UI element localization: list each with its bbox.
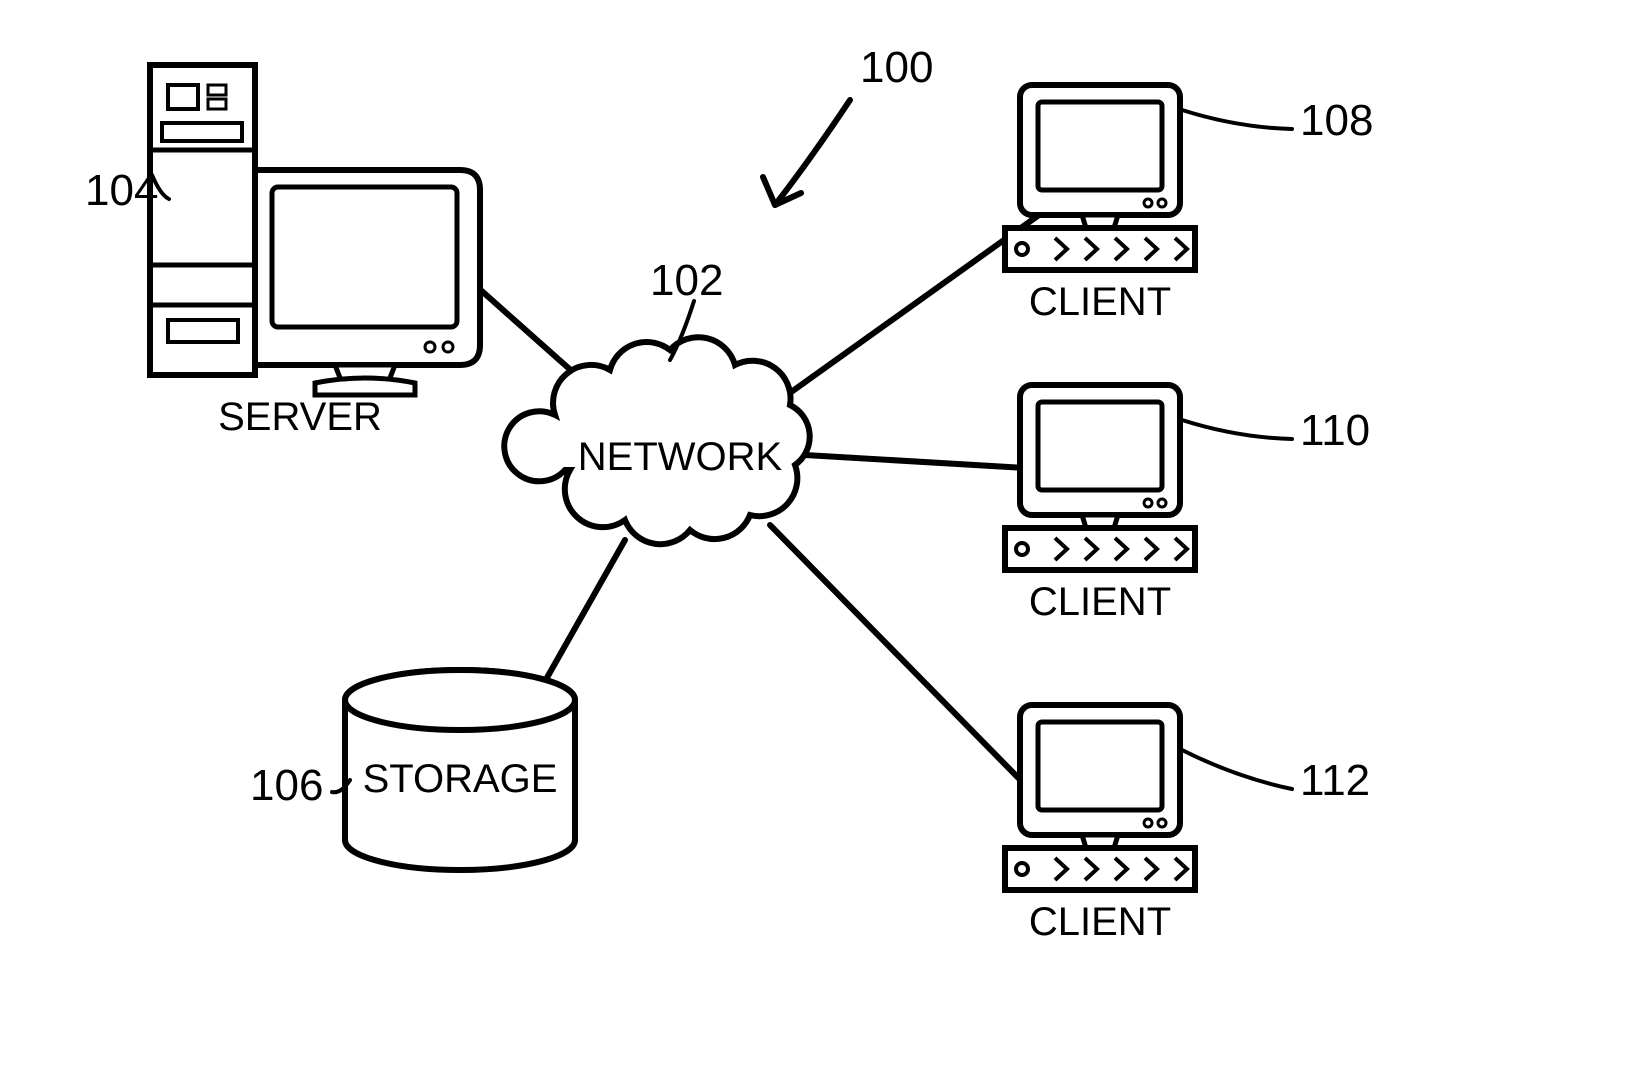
storage-label: STORAGE — [363, 757, 558, 801]
ref-104: 104 — [85, 166, 158, 215]
client1-label: CLIENT — [1029, 280, 1171, 324]
ref-102: 102 — [650, 256, 723, 305]
client3-label: CLIENT — [1029, 900, 1171, 944]
client2-node — [1005, 385, 1195, 570]
ref-112: 112 — [1300, 756, 1370, 805]
client3-node — [1005, 705, 1195, 890]
server-node — [150, 65, 480, 395]
network-diagram: SERVER STORAGE NETWORK CLIENT CLIENT CLI… — [0, 0, 1627, 1065]
network-label: NETWORK — [578, 435, 783, 479]
ref-106: 106 — [250, 761, 323, 810]
ref-108: 108 — [1300, 96, 1373, 145]
ref-110: 110 — [1300, 406, 1370, 455]
server-label: SERVER — [218, 395, 382, 439]
client2-label: CLIENT — [1029, 580, 1171, 624]
client1-node — [1005, 85, 1195, 270]
ref-100: 100 — [860, 43, 933, 92]
system-reference — [763, 100, 850, 205]
